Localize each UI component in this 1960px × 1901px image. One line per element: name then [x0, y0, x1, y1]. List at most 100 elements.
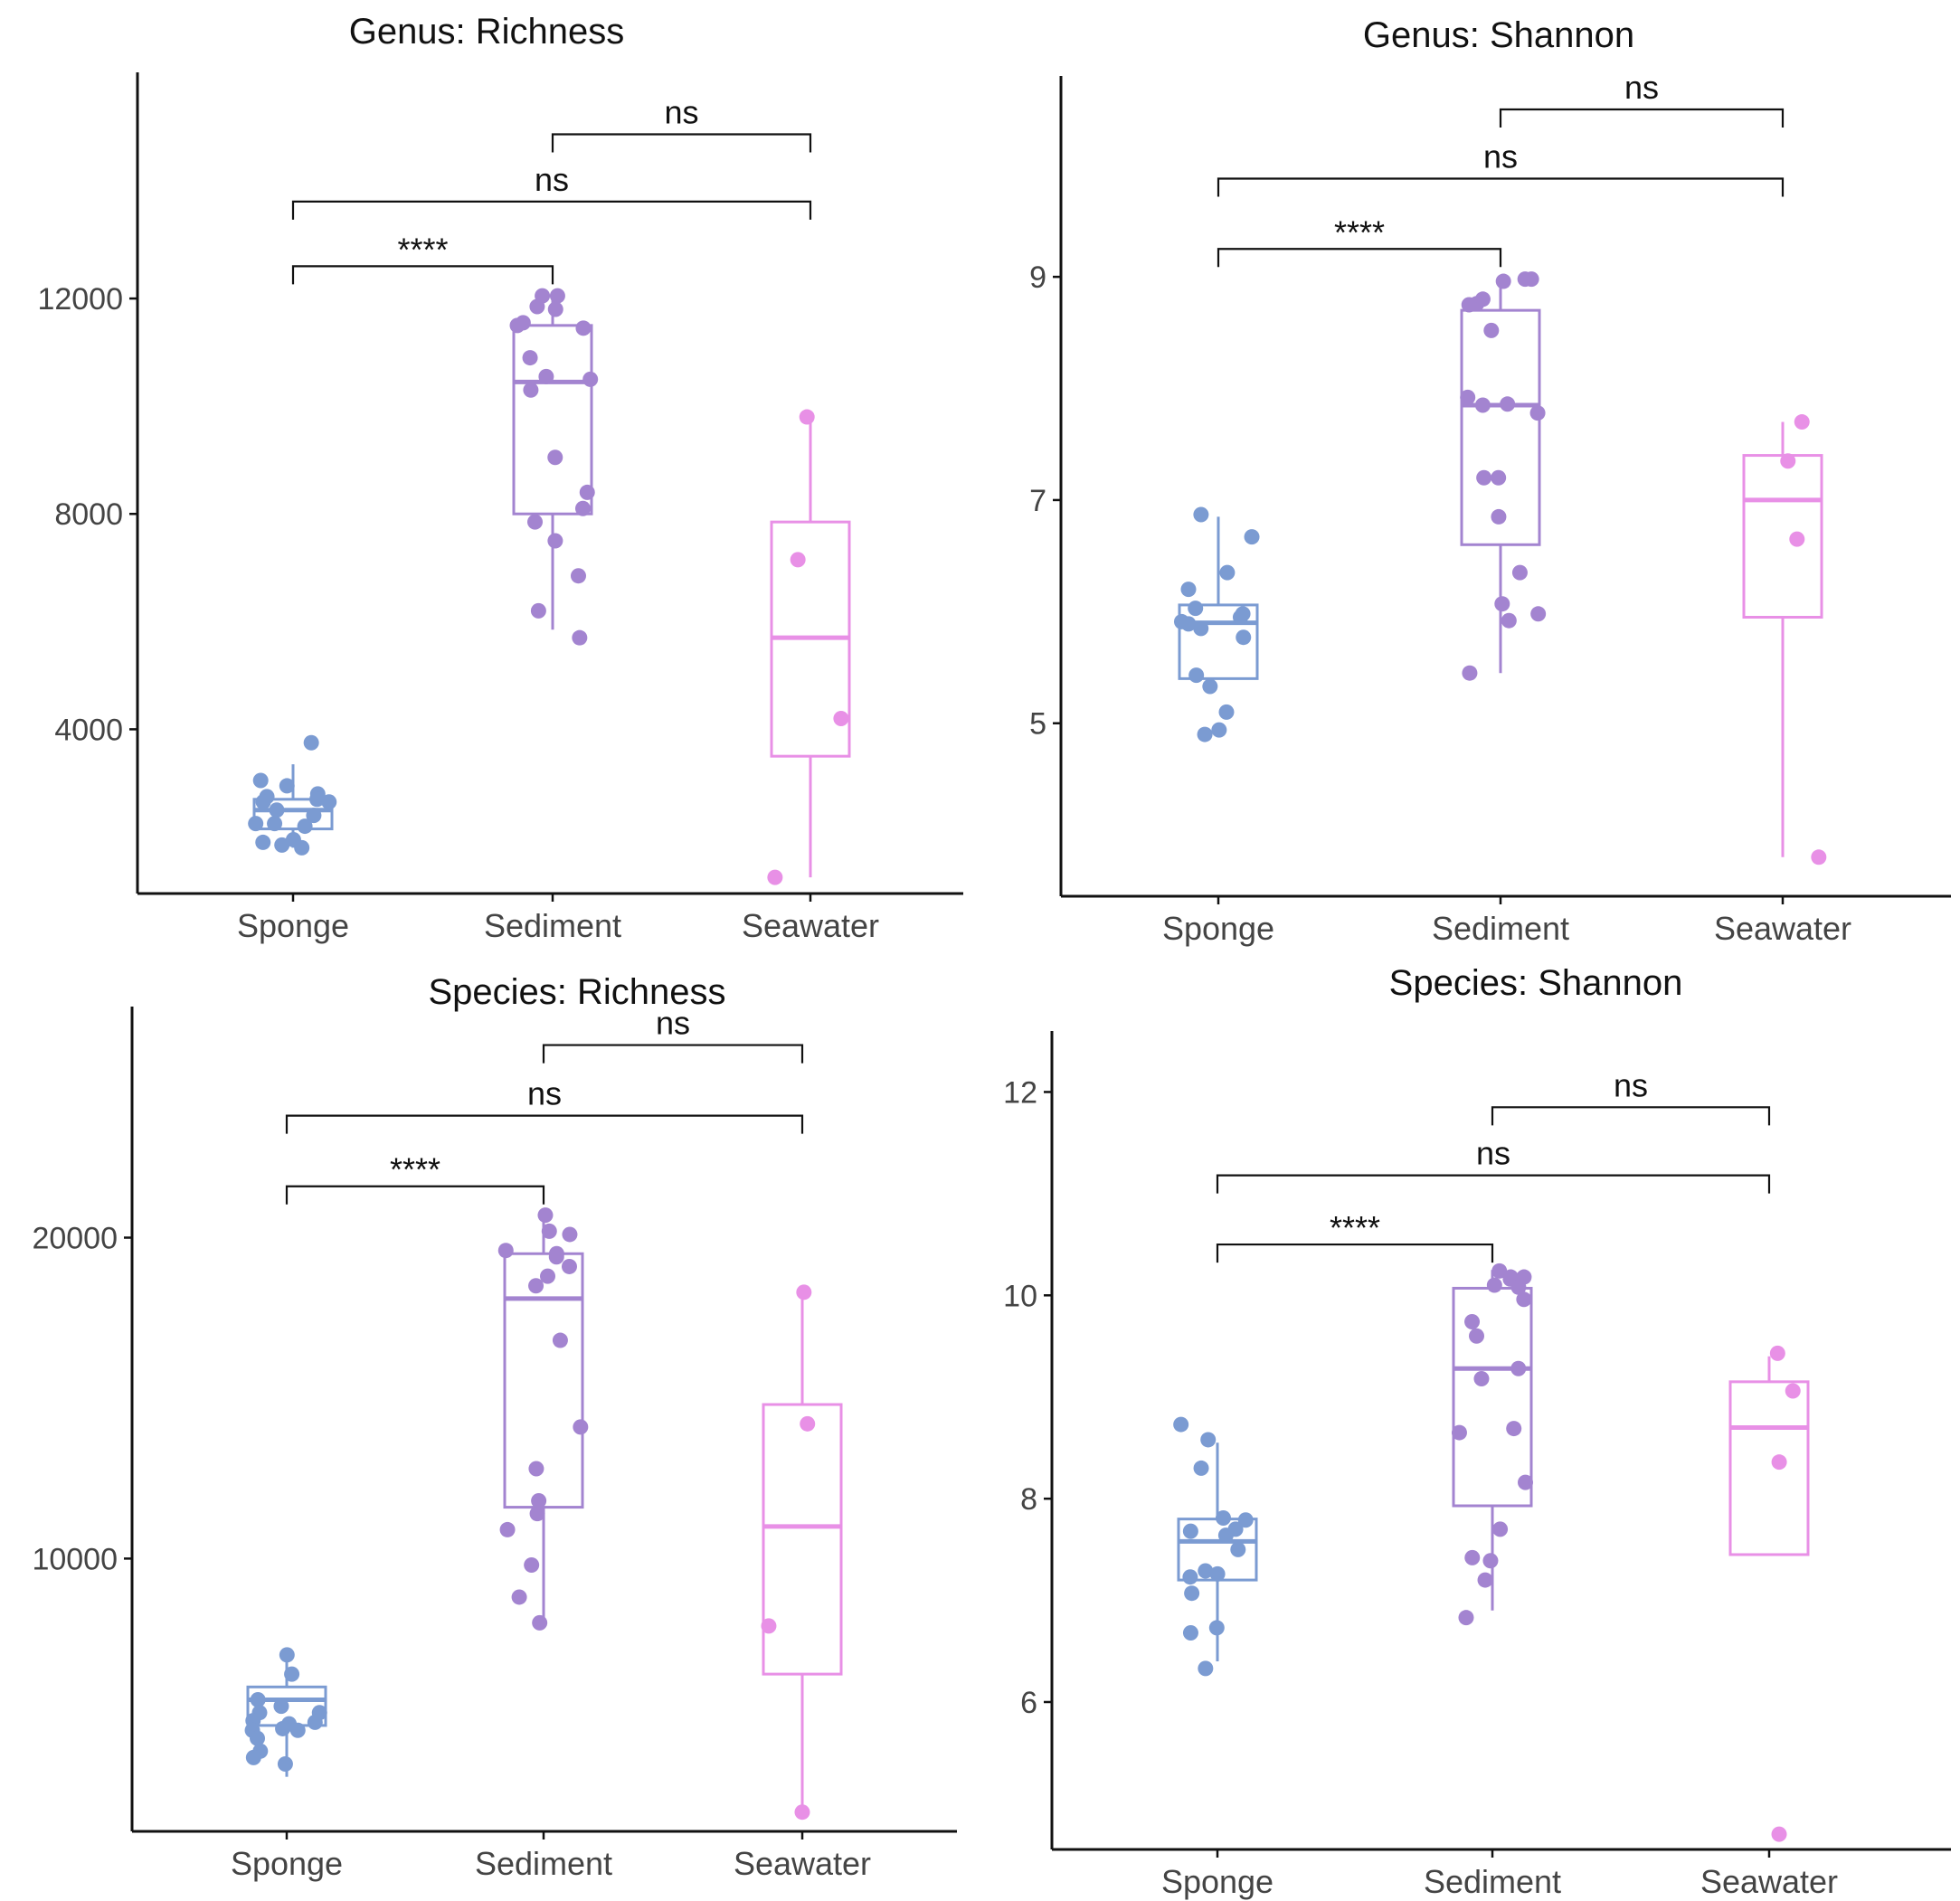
data-point [541, 1223, 557, 1239]
box-seawater [1728, 1356, 1810, 1556]
x-tick-label: Sponge [237, 907, 349, 944]
data-point [1811, 849, 1827, 865]
data-point [1501, 612, 1517, 629]
box-body [762, 1403, 843, 1676]
box-seawater [762, 1295, 843, 1816]
data-point [528, 1278, 544, 1294]
data-point [1218, 704, 1235, 720]
data-point [799, 409, 815, 425]
x-tick-label: Sponge [1161, 1863, 1274, 1900]
data-point [250, 1692, 266, 1708]
data-point [528, 1461, 544, 1477]
y-tick-label: 8 [1020, 1482, 1037, 1517]
significance-bracket [285, 1114, 804, 1134]
data-point [1219, 564, 1236, 581]
significance-label: **** [1330, 1209, 1380, 1246]
significance-bracket [1217, 248, 1502, 268]
x-tick-label: Sediment [1424, 1863, 1561, 1900]
data-point [1193, 620, 1209, 637]
box-body [1742, 454, 1823, 619]
data-point [1491, 1263, 1508, 1279]
chart-title: Genus: Shannon [1363, 15, 1634, 55]
data-point [306, 808, 322, 824]
data-point [561, 1258, 577, 1274]
y-tick-label: 10 [1003, 1279, 1037, 1313]
data-point [1500, 396, 1516, 412]
data-point [529, 1506, 545, 1522]
x-tick-label: Sponge [231, 1845, 343, 1882]
significance-label: ns [1624, 69, 1659, 106]
data-point [527, 514, 544, 530]
significance-bracket [1499, 108, 1785, 128]
data-point [1182, 1523, 1198, 1539]
data-point [1495, 273, 1511, 289]
data-point [1483, 322, 1500, 338]
significance-label: ns [664, 93, 698, 130]
data-point [540, 1268, 556, 1284]
data-point [252, 772, 269, 789]
data-point [575, 320, 592, 336]
significance-label: ns [527, 1075, 562, 1112]
significance-label: **** [397, 231, 448, 268]
data-point [582, 371, 599, 387]
box-body [1178, 603, 1259, 680]
data-point [523, 382, 539, 398]
data-point [572, 629, 588, 646]
significance-label: ns [1483, 138, 1518, 175]
data-point [1197, 726, 1213, 742]
box-sediment [503, 1215, 584, 1623]
data-point [800, 1415, 816, 1432]
data-point [1451, 1424, 1467, 1441]
y-tick-label: 10000 [32, 1542, 118, 1576]
data-point [1180, 616, 1197, 632]
data-point [1780, 453, 1796, 469]
significance-label: **** [390, 1151, 440, 1188]
x-tick-label: Seawater [742, 907, 879, 944]
data-point [796, 1284, 812, 1300]
data-point [511, 1589, 527, 1605]
data-point [522, 350, 538, 366]
data-point [1193, 1460, 1209, 1476]
data-point [570, 568, 586, 584]
data-point [1462, 665, 1478, 681]
data-point [562, 1226, 578, 1243]
y-tick-label: 7 [1029, 484, 1046, 518]
box-body [503, 1252, 584, 1509]
data-point [1482, 1553, 1499, 1569]
data-point [1511, 564, 1528, 581]
data-point [1516, 1291, 1532, 1308]
data-point [1232, 609, 1248, 625]
data-point [794, 1804, 810, 1821]
y-tick-label: 9 [1029, 260, 1046, 295]
data-point [833, 710, 849, 726]
data-point [529, 298, 545, 315]
significance-bracket [1216, 1174, 1771, 1194]
chart-panel-1: Genus: Richness 4000 8000 12000 Sponge Sedime… [37, 12, 963, 944]
data-point [1491, 469, 1507, 486]
data-point [509, 317, 526, 334]
significance-bracket [285, 1185, 545, 1205]
data-point [538, 368, 554, 384]
data-point [790, 552, 806, 568]
data-point [1211, 722, 1227, 738]
box-body [1728, 1380, 1810, 1556]
data-point [1460, 389, 1476, 405]
data-point [1771, 1454, 1787, 1471]
data-point [1188, 667, 1205, 684]
data-point [1785, 1383, 1801, 1399]
data-point [1202, 678, 1218, 695]
x-tick-label: Seawater [1700, 1863, 1838, 1900]
data-point [1473, 1370, 1490, 1386]
data-point [1494, 596, 1510, 612]
data-point [1180, 582, 1197, 598]
data-point [1769, 1345, 1785, 1361]
significance-label: **** [1334, 213, 1385, 251]
box-seawater [1742, 421, 1823, 857]
data-point [1188, 601, 1204, 617]
data-point [1794, 414, 1810, 430]
significance-bracket [1491, 1106, 1771, 1126]
data-point [1510, 1360, 1527, 1376]
data-point [574, 500, 591, 516]
data-point [1184, 1585, 1200, 1602]
data-point [1200, 1432, 1217, 1448]
